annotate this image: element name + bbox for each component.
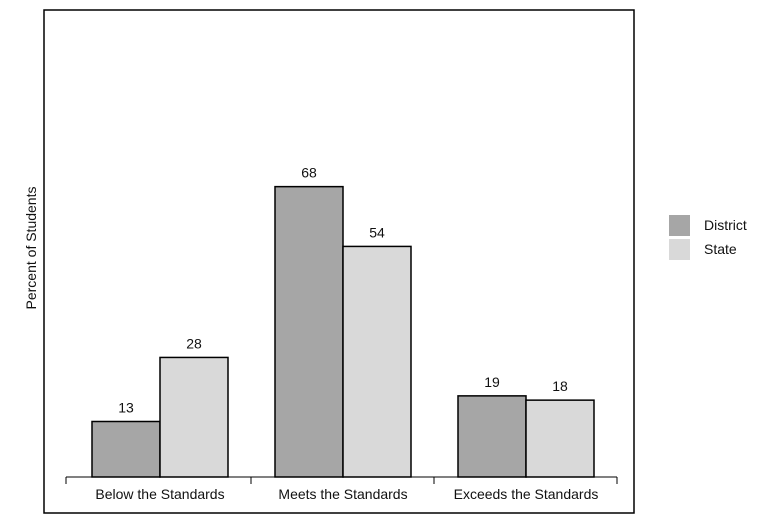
bars-group: 13 28 68 54 19 18 (91, 165, 595, 478)
legend-item-state: State (669, 237, 747, 261)
data-label-state-0: 28 (186, 335, 202, 351)
x-tick-label-2: Exceeds the Standards (454, 486, 599, 502)
data-label-district-2: 19 (484, 374, 500, 390)
x-tick-label-1: Meets the Standards (278, 486, 407, 502)
legend-label-district: District (704, 217, 747, 233)
bar-district-1 (274, 185, 344, 478)
x-ticks-group: Below the Standards Meets the Standards Ex… (65, 477, 618, 502)
data-label-state-1: 54 (369, 224, 385, 240)
bar-state-2 (525, 399, 595, 478)
data-label-district-0: 13 (118, 399, 134, 415)
legend-label-state: State (704, 241, 737, 257)
legend: District State (669, 213, 747, 261)
bar-state-0 (159, 356, 229, 478)
data-label-state-2: 18 (552, 378, 568, 394)
legend-swatch-state (669, 238, 690, 260)
bar-district-2 (457, 395, 527, 478)
y-axis-label: Percent of Students (23, 187, 39, 310)
legend-swatch-district (669, 214, 690, 236)
data-label-district-1: 68 (301, 165, 317, 181)
plot-frame (43, 9, 635, 514)
x-tick-label-0: Below the Standards (95, 486, 224, 502)
bar-district-0 (91, 420, 161, 478)
legend-item-district: District (669, 213, 747, 237)
bar-state-1 (342, 245, 412, 478)
